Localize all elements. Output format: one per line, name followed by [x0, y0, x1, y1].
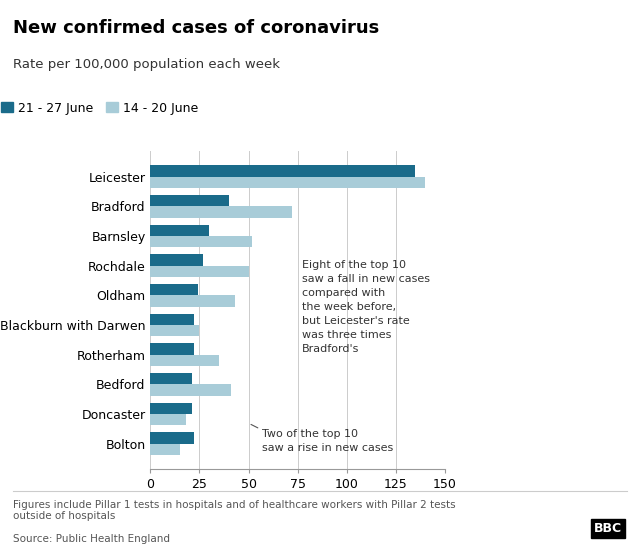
- Text: BBC: BBC: [594, 522, 622, 535]
- Legend: 21 - 27 June, 14 - 20 June: 21 - 27 June, 14 - 20 June: [1, 102, 198, 115]
- Bar: [150, 325, 200, 337]
- Bar: [150, 195, 229, 206]
- Bar: [150, 266, 248, 277]
- Bar: [150, 355, 219, 366]
- Text: Source: Public Health England: Source: Public Health England: [13, 534, 170, 544]
- Bar: [150, 165, 415, 177]
- Bar: [150, 313, 193, 325]
- Bar: [150, 225, 209, 236]
- Text: Eight of the top 10
saw a fall in new cases
compared with
the week before,
but L: Eight of the top 10 saw a fall in new ca…: [301, 260, 429, 354]
- Bar: [150, 177, 425, 188]
- Bar: [150, 284, 198, 295]
- Bar: [150, 433, 193, 444]
- Text: Figures include Pillar 1 tests in hospitals and of healthcare workers with Pilla: Figures include Pillar 1 tests in hospit…: [13, 500, 456, 521]
- Bar: [150, 414, 186, 425]
- Bar: [150, 295, 235, 307]
- Text: Rate per 100,000 population each week: Rate per 100,000 population each week: [13, 58, 280, 71]
- Bar: [150, 236, 252, 247]
- Bar: [150, 403, 191, 414]
- Text: New confirmed cases of coronavirus: New confirmed cases of coronavirus: [13, 19, 379, 37]
- Bar: [150, 444, 180, 455]
- Bar: [150, 206, 292, 217]
- Bar: [150, 254, 204, 266]
- Text: Two of the top 10
saw a rise in new cases: Two of the top 10 saw a rise in new case…: [262, 429, 394, 453]
- Bar: [150, 384, 231, 396]
- Bar: [150, 373, 191, 384]
- Bar: [150, 344, 193, 355]
